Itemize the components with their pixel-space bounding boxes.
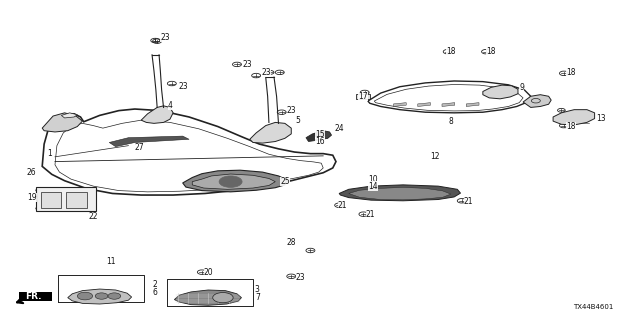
Text: 16: 16 — [315, 137, 324, 146]
Text: 20: 20 — [204, 268, 213, 277]
Text: TX44B4601: TX44B4601 — [573, 304, 614, 310]
Text: 5: 5 — [296, 116, 301, 125]
Text: 21: 21 — [464, 197, 473, 206]
Polygon shape — [141, 106, 173, 123]
Text: 23: 23 — [242, 60, 252, 69]
Text: 18: 18 — [566, 122, 575, 131]
Text: 10: 10 — [368, 175, 378, 184]
Text: 17: 17 — [358, 92, 368, 101]
Text: 23: 23 — [261, 68, 271, 77]
Text: 23: 23 — [178, 82, 188, 91]
Text: 1: 1 — [47, 149, 52, 158]
Text: 23: 23 — [287, 106, 296, 115]
Text: 9: 9 — [519, 83, 524, 92]
Polygon shape — [553, 110, 595, 125]
Text: 7: 7 — [255, 292, 260, 301]
FancyBboxPatch shape — [36, 187, 97, 211]
Polygon shape — [483, 85, 518, 99]
Text: 14: 14 — [368, 182, 378, 191]
Text: 28: 28 — [287, 238, 296, 247]
Text: 2: 2 — [153, 280, 157, 289]
Text: 11: 11 — [106, 257, 116, 266]
Text: 23: 23 — [161, 33, 170, 42]
Text: 18: 18 — [447, 46, 456, 56]
Text: 4: 4 — [168, 101, 173, 110]
Polygon shape — [467, 103, 479, 107]
Text: 18: 18 — [486, 46, 495, 56]
Polygon shape — [61, 113, 77, 118]
FancyBboxPatch shape — [41, 192, 61, 208]
FancyBboxPatch shape — [19, 292, 52, 301]
Text: 23: 23 — [296, 273, 305, 282]
Polygon shape — [182, 170, 287, 192]
Text: 15: 15 — [315, 130, 324, 139]
Polygon shape — [349, 188, 451, 200]
Polygon shape — [394, 103, 406, 107]
Text: 21: 21 — [366, 210, 376, 219]
Circle shape — [95, 293, 108, 299]
Text: 22: 22 — [89, 212, 99, 221]
Polygon shape — [68, 289, 132, 304]
Text: 26: 26 — [26, 168, 36, 177]
Polygon shape — [523, 95, 551, 108]
Text: 6: 6 — [153, 288, 157, 297]
Polygon shape — [42, 113, 83, 132]
Text: 27: 27 — [135, 143, 145, 152]
Circle shape — [77, 292, 93, 300]
Text: 18: 18 — [566, 68, 575, 77]
FancyBboxPatch shape — [67, 192, 87, 208]
Text: 12: 12 — [430, 152, 439, 161]
Polygon shape — [339, 185, 461, 201]
Polygon shape — [442, 103, 455, 107]
Text: 13: 13 — [596, 114, 605, 123]
Polygon shape — [356, 94, 371, 99]
Polygon shape — [250, 123, 291, 143]
Polygon shape — [192, 174, 275, 189]
Polygon shape — [368, 81, 531, 113]
Text: 8: 8 — [449, 116, 454, 126]
Polygon shape — [418, 103, 431, 107]
Circle shape — [212, 292, 233, 303]
Circle shape — [108, 293, 121, 299]
Text: 3: 3 — [255, 285, 260, 294]
Text: 19: 19 — [28, 193, 37, 202]
Polygon shape — [312, 131, 332, 140]
Polygon shape — [306, 133, 321, 141]
Text: 21: 21 — [338, 201, 348, 210]
Text: 24: 24 — [334, 124, 344, 132]
Text: FR.: FR. — [25, 292, 42, 300]
Circle shape — [219, 176, 242, 188]
Polygon shape — [42, 109, 336, 195]
Polygon shape — [109, 136, 189, 147]
Polygon shape — [174, 290, 241, 305]
Text: 25: 25 — [280, 177, 290, 186]
